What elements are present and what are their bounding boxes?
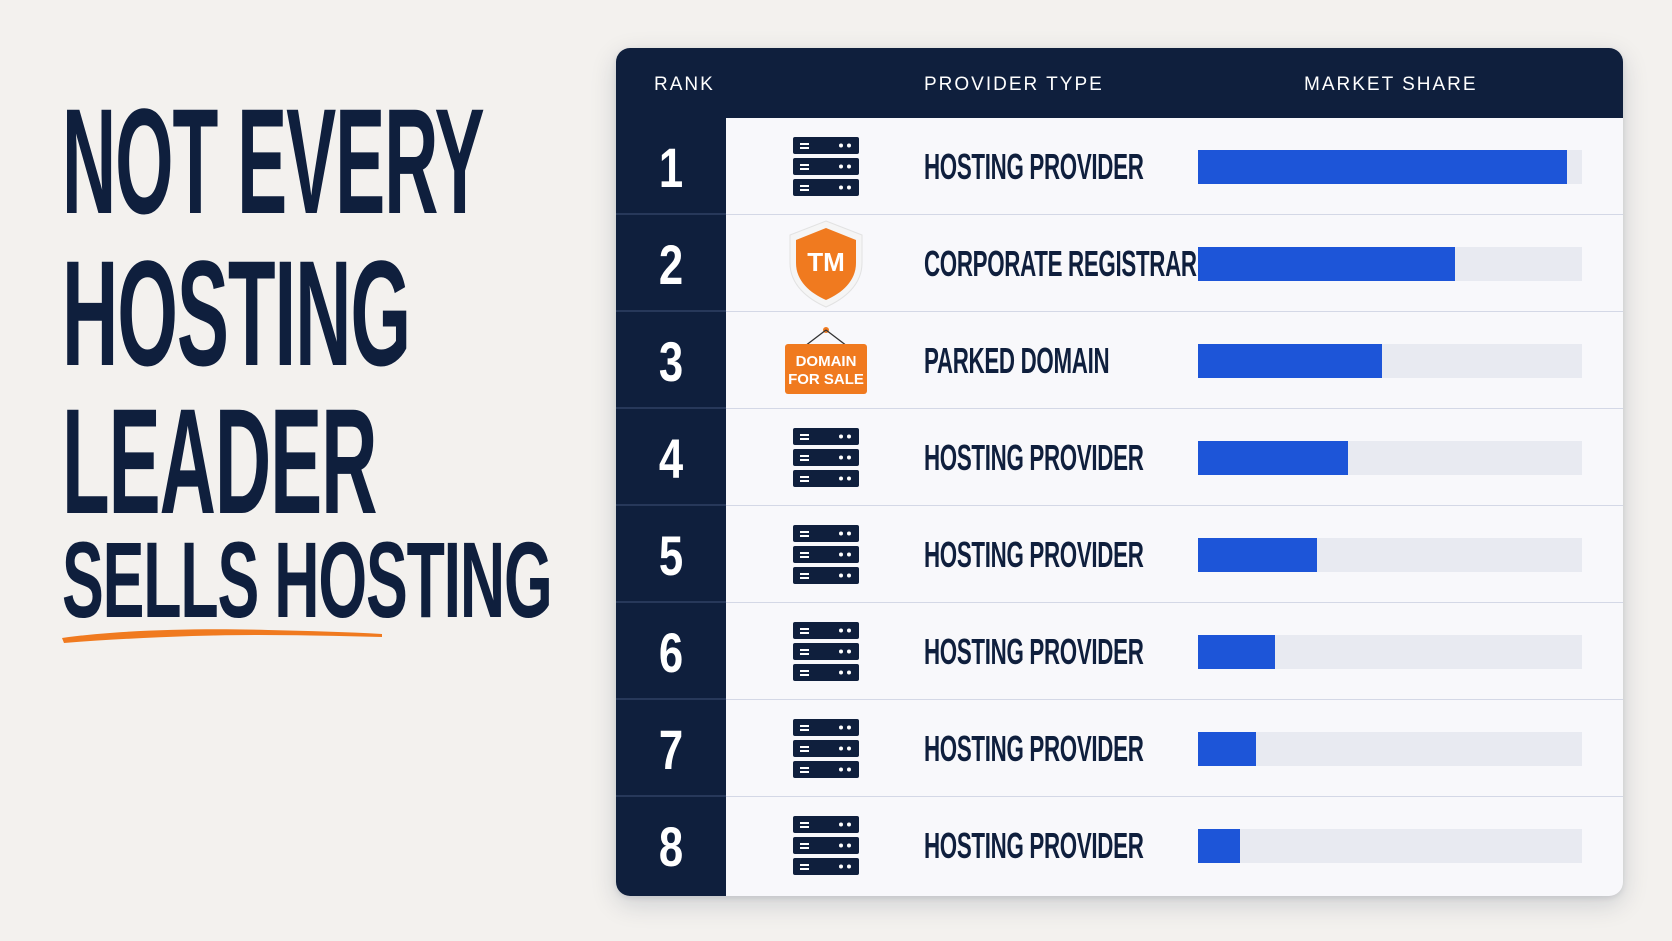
provider-type-label: HOSTING PROVIDER <box>924 727 1144 769</box>
market-share-bar <box>1198 537 1318 572</box>
table-row: 8 HOSTING PROVIDER <box>616 797 1623 894</box>
market-share-track <box>1198 634 1582 669</box>
table-row: 1 HOSTING PROVIDER <box>616 118 1623 215</box>
headline-line-3: LEADER <box>62 377 377 545</box>
svg-text:DOMAIN: DOMAIN <box>796 353 857 370</box>
server-rack-icon <box>766 797 886 894</box>
row-divider <box>726 505 1623 506</box>
svg-text:FOR SALE: FOR SALE <box>788 371 864 388</box>
market-share-track <box>1198 149 1582 184</box>
header-market-share: MARKET SHARE <box>1304 74 1478 95</box>
ranking-table: RANK PROVIDER TYPE MARKET SHARE 1 HOSTING… <box>616 48 1623 896</box>
headline-line-2: HOSTING <box>62 229 411 397</box>
rank-number: 1 <box>658 135 684 199</box>
provider-type-label: HOSTING PROVIDER <box>924 145 1144 187</box>
market-share-track <box>1198 537 1582 572</box>
table-row: 3 DOMAIN FOR SALE PARKED DOMAIN <box>616 312 1623 409</box>
rank-separator <box>616 504 726 506</box>
market-share-bar <box>1198 828 1241 863</box>
table-row: 5 HOSTING PROVIDER <box>616 506 1623 603</box>
market-share-track <box>1198 246 1582 281</box>
market-share-track <box>1198 343 1582 378</box>
brush-underline <box>62 629 382 643</box>
row-divider <box>726 311 1623 312</box>
domain-for-sale-sign-icon: DOMAIN FOR SALE <box>766 312 886 409</box>
market-share-bar <box>1198 246 1456 281</box>
rank-separator <box>616 698 726 700</box>
server-rack-icon <box>766 603 886 700</box>
market-share-bar <box>1198 440 1348 475</box>
market-share-track <box>1198 731 1582 766</box>
rank-number: 7 <box>658 717 684 781</box>
market-share-bar <box>1198 731 1256 766</box>
provider-type-label: HOSTING PROVIDER <box>924 533 1144 575</box>
rank-separator <box>616 601 726 603</box>
rank-number: 6 <box>658 620 684 684</box>
provider-type-label: CORPORATE REGISTRAR <box>924 242 1197 284</box>
market-share-bar <box>1198 634 1275 669</box>
rank-separator <box>616 407 726 409</box>
table-header: RANK PROVIDER TYPE MARKET SHARE <box>616 48 1623 118</box>
market-share-track <box>1198 440 1582 475</box>
provider-type-label: HOSTING PROVIDER <box>924 824 1144 866</box>
server-rack-icon <box>766 409 886 506</box>
table-row: 4 HOSTING PROVIDER <box>616 409 1623 506</box>
server-rack-icon <box>766 118 886 215</box>
market-share-bar <box>1198 149 1567 184</box>
market-share-bar <box>1198 343 1383 378</box>
svg-text:TM: TM <box>807 247 845 277</box>
header-provider-type: PROVIDER TYPE <box>924 74 1104 95</box>
table-row: 2 TM CORPORATE REGISTRAR <box>616 215 1623 312</box>
provider-type-label: PARKED DOMAIN <box>924 339 1110 381</box>
row-divider <box>726 699 1623 700</box>
server-rack-icon <box>766 700 886 797</box>
row-divider <box>726 796 1623 797</box>
row-divider <box>726 408 1623 409</box>
rank-number: 4 <box>658 426 684 490</box>
headline: NOT EVERY HOSTING LEADER SELLS HOSTING <box>62 86 602 638</box>
table-row: 7 HOSTING PROVIDER <box>616 700 1623 797</box>
rank-number: 3 <box>658 329 684 393</box>
row-divider <box>726 602 1623 603</box>
rank-number: 8 <box>658 814 684 878</box>
header-rank: RANK <box>654 74 715 95</box>
rank-separator <box>616 310 726 312</box>
headline-line-4: SELLS HOSTING <box>62 519 553 640</box>
server-rack-icon <box>766 506 886 603</box>
rank-number: 2 <box>658 232 684 296</box>
market-share-track <box>1198 828 1582 863</box>
rank-separator <box>616 213 726 215</box>
headline-line-1: NOT EVERY <box>62 77 485 245</box>
provider-type-label: HOSTING PROVIDER <box>924 436 1144 478</box>
table-row: 6 HOSTING PROVIDER <box>616 603 1623 700</box>
rank-separator <box>616 795 726 797</box>
row-divider <box>726 214 1623 215</box>
provider-type-label: HOSTING PROVIDER <box>924 630 1144 672</box>
rank-number: 5 <box>658 523 684 587</box>
rank-column <box>616 118 726 896</box>
trademark-shield-icon: TM <box>766 215 886 312</box>
